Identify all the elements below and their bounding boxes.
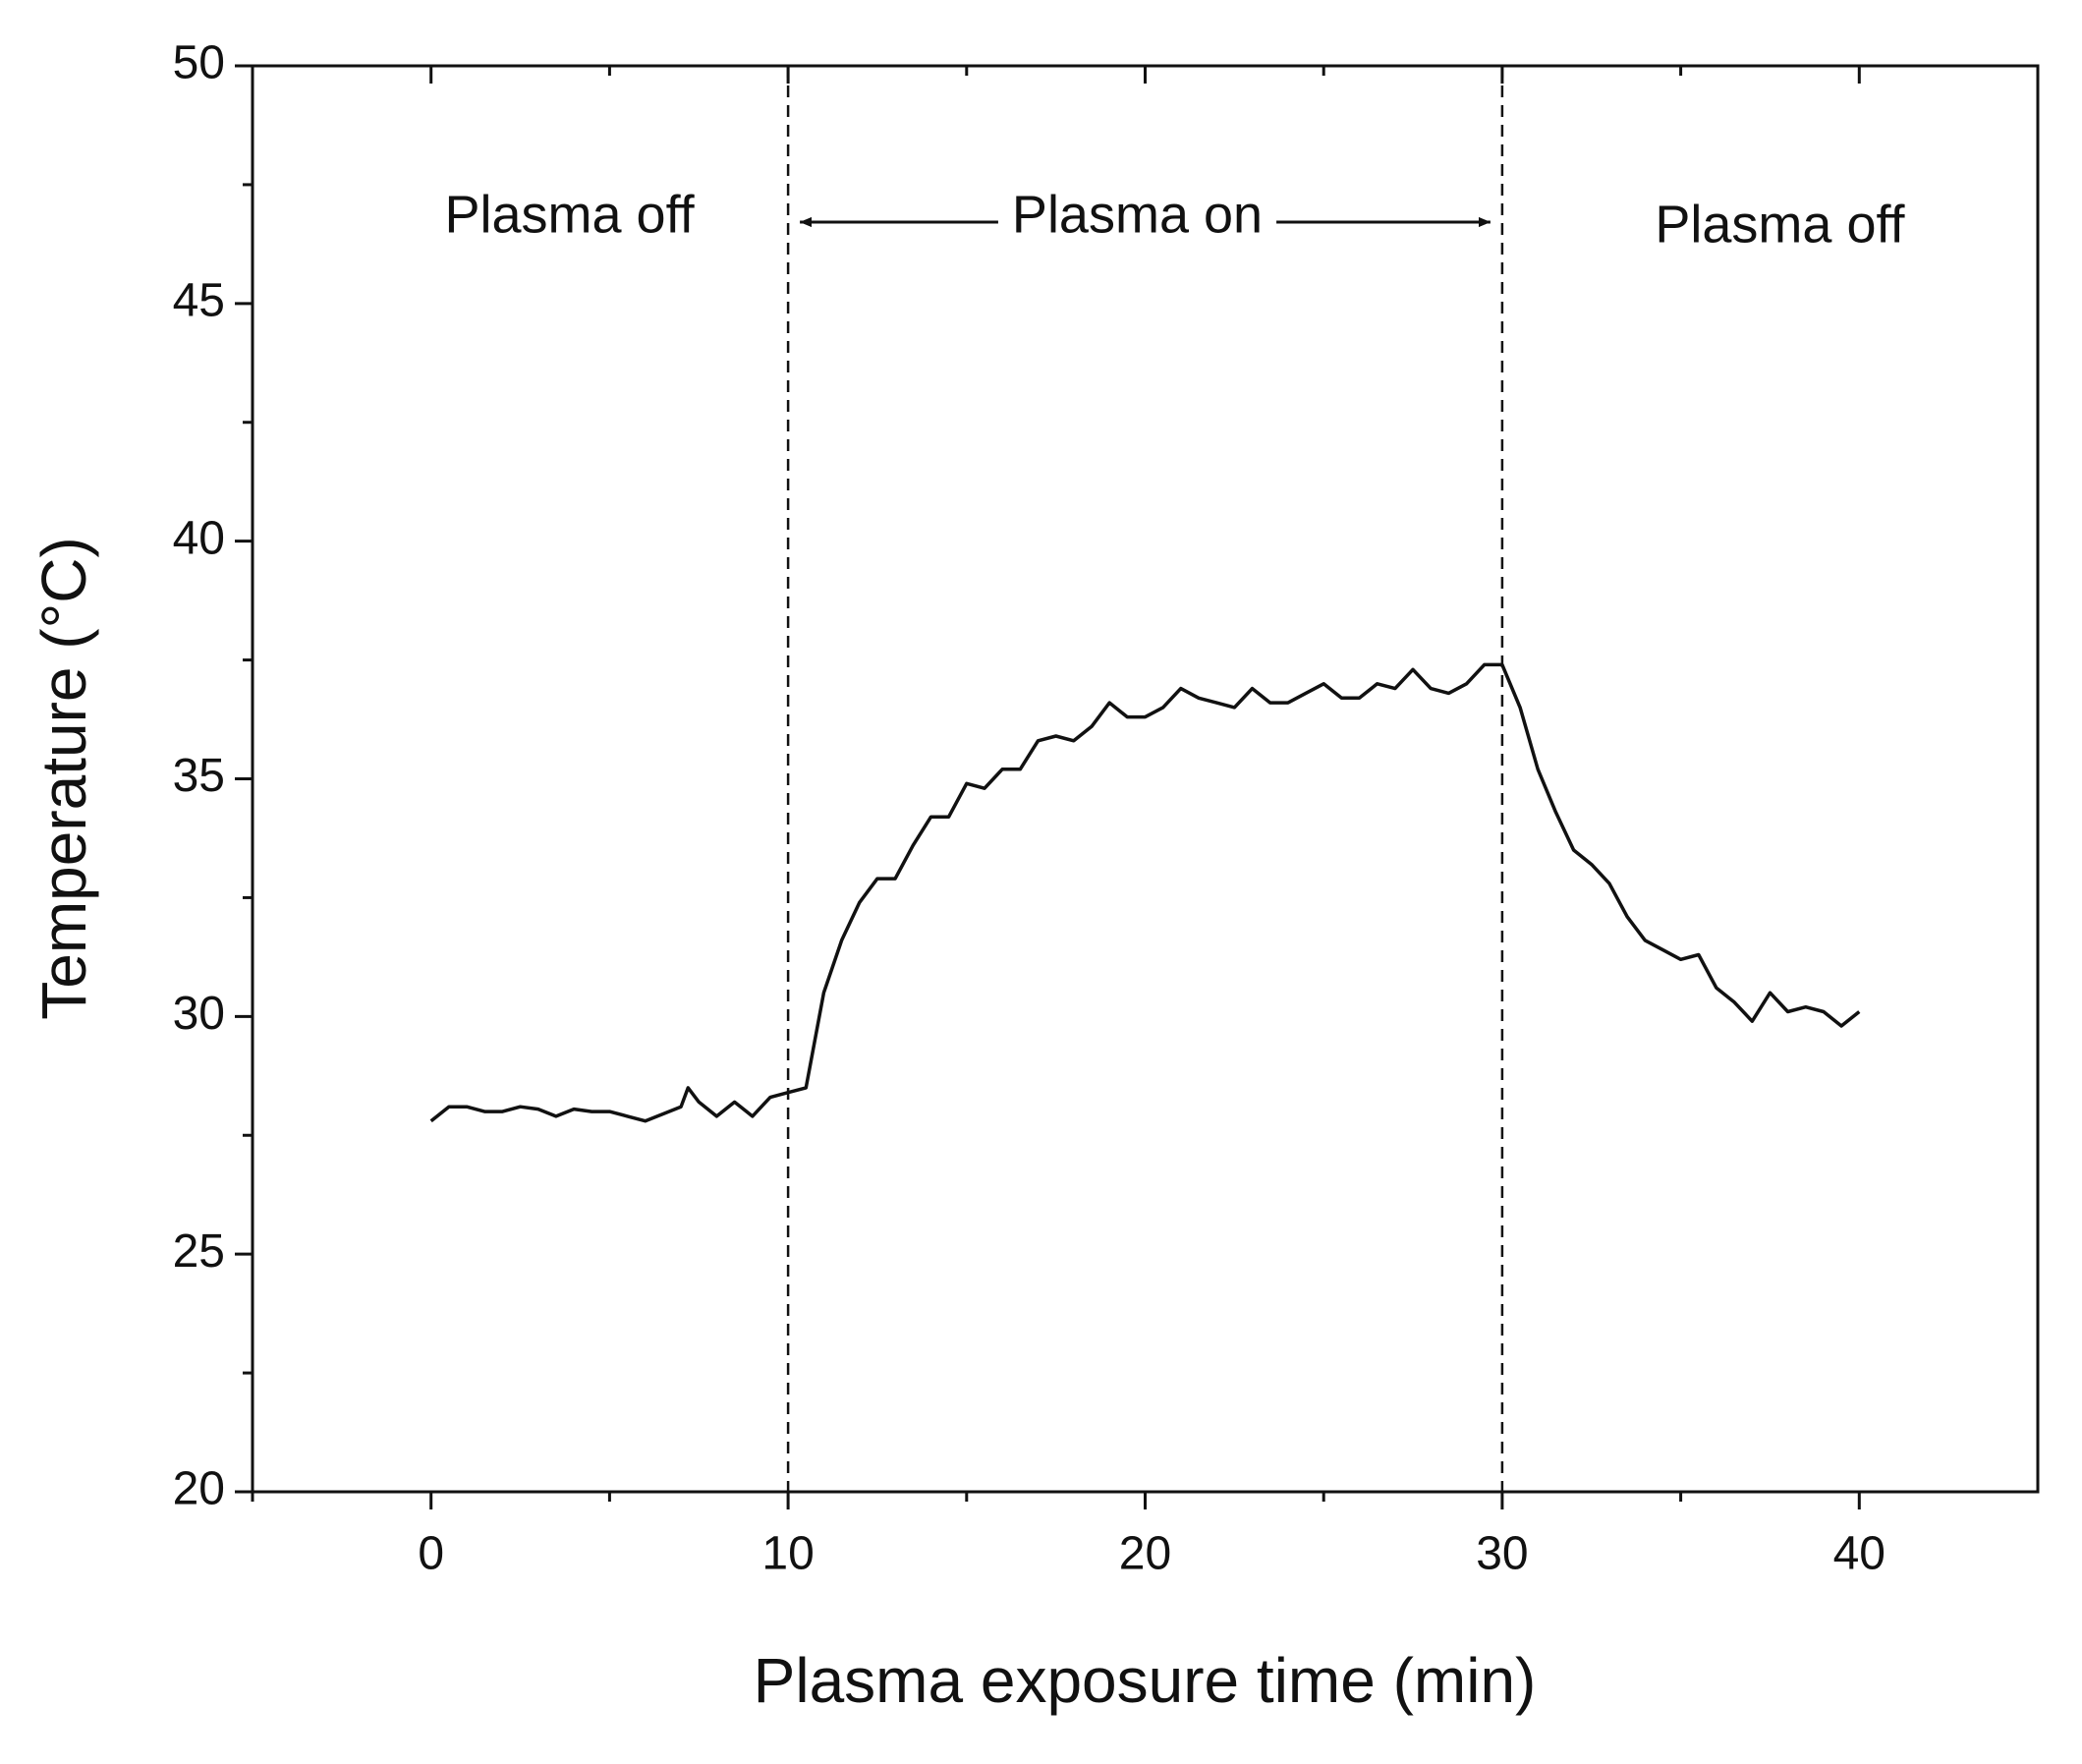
x-tick-label: 0: [418, 1528, 444, 1580]
x-tick-label: 40: [1833, 1528, 1885, 1580]
annotation: Plasma off: [444, 185, 695, 244]
y-tick-label: 40: [173, 512, 225, 564]
y-tick-label: 45: [173, 275, 225, 327]
x-tick-label: 10: [761, 1528, 814, 1580]
y-tick-label: 50: [173, 37, 225, 89]
y-axis-title: Temperature (°C): [28, 537, 99, 1020]
annotation: Plasma off: [1655, 195, 1905, 254]
x-axis-title: Plasma exposure time (min): [754, 1645, 1537, 1716]
y-tick-label: 30: [173, 988, 225, 1040]
x-tick-label: 30: [1476, 1528, 1528, 1580]
y-tick-label: 35: [173, 750, 225, 802]
plot-frame: [251, 64, 2040, 1494]
y-tick-label: 25: [173, 1225, 225, 1278]
annotation: Plasma on: [1012, 185, 1263, 244]
y-tick-label: 20: [173, 1463, 225, 1515]
data-line: [429, 662, 1861, 1123]
x-tick-label: 20: [1119, 1528, 1171, 1580]
